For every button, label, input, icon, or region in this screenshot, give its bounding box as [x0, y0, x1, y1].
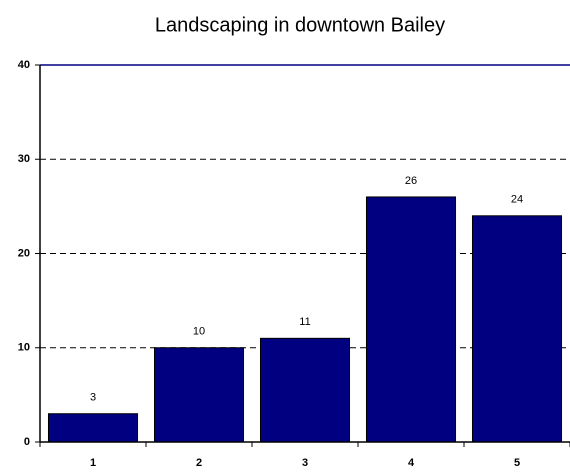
y-tick-label: 10	[18, 342, 30, 354]
y-tick-label: 20	[18, 247, 30, 259]
x-tick-label: 4	[408, 457, 415, 469]
bar	[471, 215, 563, 443]
chart-title: Landscaping in downtown Bailey	[155, 14, 445, 36]
y-tick-label: 30	[18, 153, 30, 165]
x-tick-label: 3	[302, 457, 308, 469]
data-label: 11	[299, 316, 310, 328]
x-tick-label: 2	[196, 457, 202, 469]
bar	[153, 347, 245, 443]
bar	[47, 413, 139, 443]
bar	[259, 337, 351, 443]
y-tick-label: 40	[18, 59, 30, 71]
bar	[365, 196, 457, 443]
data-label: 3	[90, 392, 96, 404]
x-tick-label: 5	[514, 457, 520, 469]
data-label: 24	[511, 194, 523, 206]
x-tick-label: 1	[90, 457, 96, 469]
data-label: 26	[405, 175, 417, 187]
data-label: 10	[193, 326, 205, 338]
y-tick-label: 0	[24, 436, 30, 448]
